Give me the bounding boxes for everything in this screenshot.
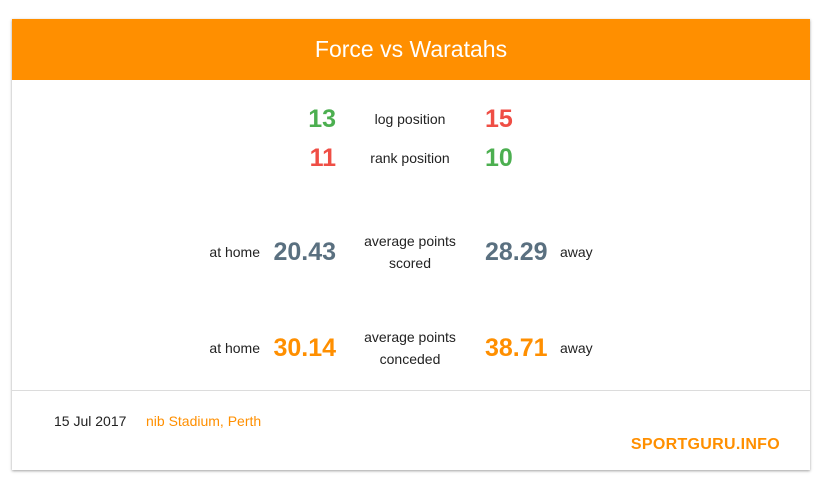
points-scored-label-line1: average points — [364, 233, 456, 249]
away-rank-position: 10 — [485, 144, 513, 172]
away-log-position: 15 — [485, 105, 513, 133]
stats-body: 13 log position 15 11 rank position 10 a… — [12, 80, 810, 390]
log-position-row: 13 log position 15 — [12, 101, 810, 137]
points-conceded-row: at home 30.14 average points conceded 38… — [12, 323, 810, 373]
home-log-position: 13 — [308, 105, 336, 133]
home-rank-position: 11 — [309, 144, 336, 172]
match-date: 15 Jul 2017 — [54, 413, 127, 429]
points-scored-label: average points scored — [336, 230, 484, 274]
home-conceded-label: at home — [209, 340, 260, 356]
footer-divider — [12, 390, 810, 391]
brand-link[interactable]: SPORTGURU.INFO — [630, 436, 780, 453]
points-conceded-label-line1: average points — [364, 329, 456, 345]
points-conceded-label: average points conceded — [336, 326, 484, 370]
away-points-scored: 28.29 — [485, 238, 548, 266]
card-footer: 15 Jul 2017 nib Stadium, Perth SPORTGURU… — [12, 391, 810, 470]
home-points-scored: 20.43 — [273, 238, 336, 266]
home-scored-label: at home — [209, 244, 260, 260]
rank-position-label: rank position — [370, 150, 450, 166]
venue-link[interactable]: nib Stadium, Perth — [146, 413, 262, 429]
log-position-label: log position — [374, 111, 446, 127]
match-header: Force vs Waratahs — [12, 19, 810, 80]
away-conceded-label: away — [560, 340, 593, 356]
match-card: Force vs Waratahs 13 log position 15 11 … — [12, 19, 810, 470]
rank-position-row: 11 rank position 10 — [12, 140, 810, 176]
points-scored-label-line2: scored — [388, 255, 432, 271]
home-points-conceded: 30.14 — [273, 334, 336, 362]
match-title: Force vs Waratahs — [314, 36, 508, 62]
away-points-conceded: 38.71 — [485, 334, 548, 362]
points-scored-row: at home 20.43 average points scored 28.2… — [12, 227, 810, 277]
points-conceded-label-line2: conceded — [379, 351, 441, 367]
away-scored-label: away — [560, 244, 593, 260]
